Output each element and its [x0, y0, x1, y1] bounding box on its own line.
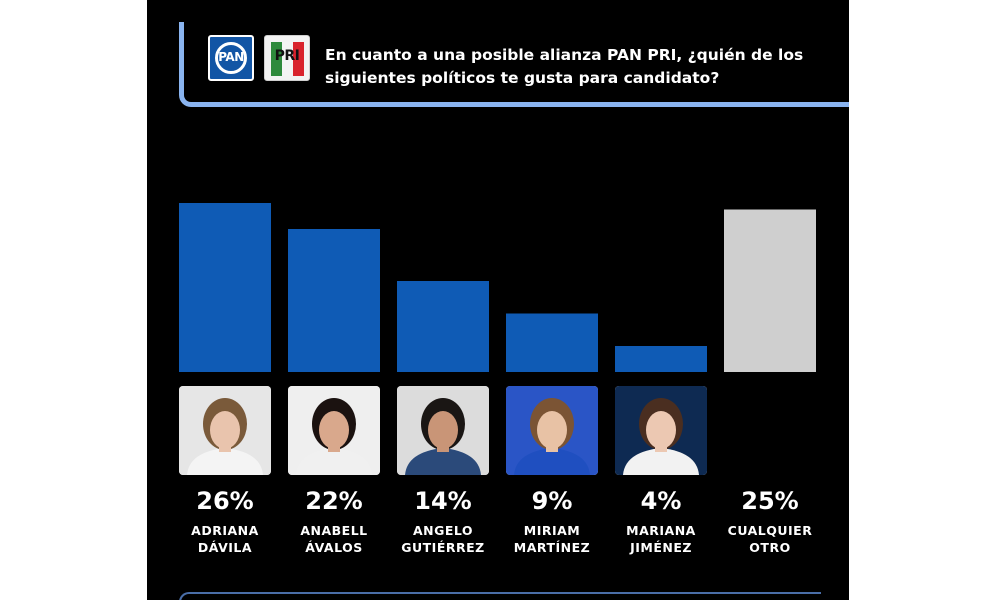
candidate-photo-4 — [506, 386, 598, 475]
category-label-line-1: ADRIANA — [191, 523, 259, 538]
header-frame — [179, 22, 849, 107]
survey-question: En cuanto a una posible alianza PAN PRI,… — [325, 46, 804, 87]
candidate-photo-3 — [397, 386, 489, 475]
category-label-2: ANABELL ÁVALOS — [269, 522, 399, 556]
pan-logo: PAN — [208, 35, 254, 81]
category-label-3: ANGELO GUTIÉRREZ — [378, 522, 508, 556]
bar-1 — [179, 203, 271, 372]
category-label-line-2: MARTÍNEZ — [513, 540, 591, 555]
pri-logo-text: PRI — [274, 48, 300, 64]
bar-4 — [506, 313, 598, 372]
category-label-6: CUALQUIER OTRO — [705, 522, 835, 556]
candidate-photo-2 — [288, 386, 380, 475]
category-label-line-1: MARIANA — [626, 523, 696, 538]
pri-stripe-green — [271, 42, 282, 76]
value-label-1: 26% — [196, 487, 254, 515]
category-label-line-1: CUALQUIER — [727, 523, 813, 538]
bottom-frame — [179, 592, 821, 600]
value-label-4: 9% — [531, 487, 573, 515]
candidate-photo-1 — [179, 386, 271, 475]
category-label-1: ADRIANA DÁVILA — [160, 522, 290, 556]
pan-logo-text: PAN — [218, 50, 244, 64]
infographic-canvas: PAN PRI En cuanto a una posible alianza … — [147, 0, 849, 600]
value-label-6: 25% — [741, 487, 799, 515]
pri-stripe-white — [282, 42, 293, 76]
value-label-5: 4% — [640, 487, 682, 515]
category-label-line-2: DÁVILA — [197, 540, 253, 555]
bar-chart — [179, 203, 816, 372]
pri-logo: PRI — [264, 35, 310, 81]
bar-6 — [724, 209, 816, 372]
category-label-line-1: ANABELL — [300, 523, 368, 538]
value-label-3: 14% — [414, 487, 472, 515]
category-label-line-2: JIMÉNEZ — [630, 540, 692, 555]
bar-2 — [288, 229, 380, 372]
pri-stripe-red — [293, 42, 304, 76]
category-label-4: MIRIAM MARTÍNEZ — [487, 522, 617, 556]
category-label-line-2: GUTIÉRREZ — [401, 540, 485, 555]
bar-5 — [615, 346, 707, 372]
bar-3 — [397, 281, 489, 372]
category-label-line-2: OTRO — [749, 540, 791, 555]
category-label-line-2: ÁVALOS — [305, 540, 363, 555]
category-label-line-1: MIRIAM — [523, 523, 581, 538]
candidate-photo-5 — [615, 386, 707, 475]
category-label-5: MARIANA JIMÉNEZ — [596, 522, 726, 556]
pan-logo-ring — [215, 42, 247, 74]
value-label-2: 22% — [305, 487, 363, 515]
category-label-line-1: ANGELO — [412, 523, 474, 538]
